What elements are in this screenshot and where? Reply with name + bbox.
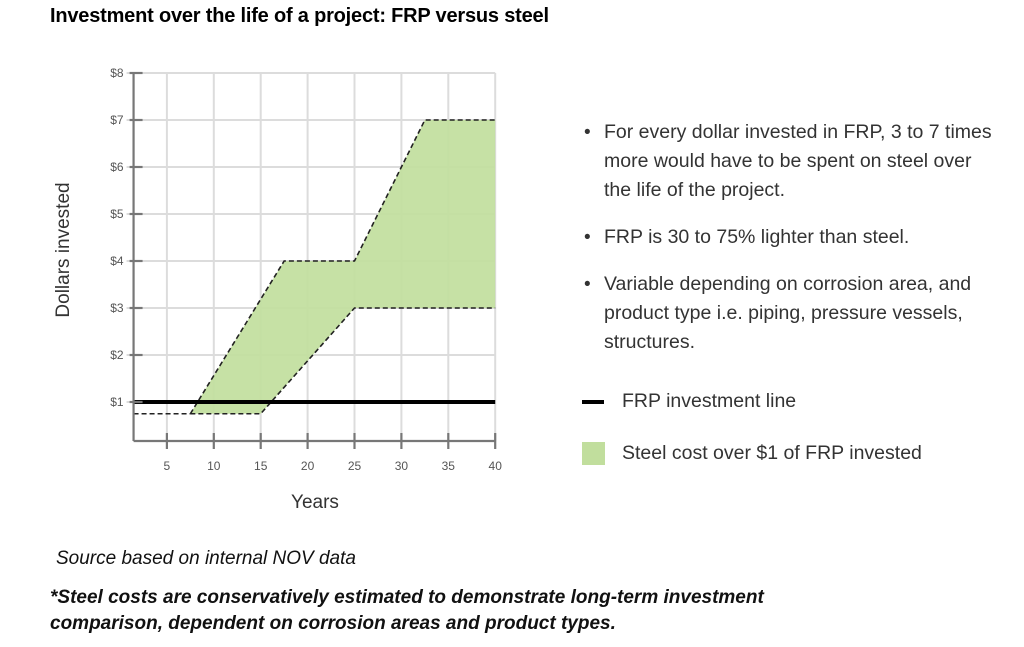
y-tick-label: $1 — [110, 395, 124, 409]
y-tick-label: $2 — [110, 348, 124, 362]
bullet-icon: • — [584, 227, 591, 248]
x-tick-label: 25 — [348, 459, 362, 473]
steel-cost-band — [190, 120, 496, 414]
x-axis-label: Years — [291, 492, 339, 513]
bullet-text: For every dollar invested in FRP, 3 to 7… — [604, 121, 992, 201]
bullet-icon: • — [584, 122, 591, 143]
steel-upper-bound-line — [189, 119, 496, 415]
bullet-item: • FRP is 30 to 75% lighter than steel. — [582, 223, 1002, 252]
y-tick-label: $6 — [110, 160, 124, 174]
legend-swatch-icon — [582, 442, 605, 465]
x-tick-label: 20 — [301, 459, 315, 473]
y-tick-label: $3 — [110, 301, 124, 315]
steel-lower-bound-line — [190, 307, 496, 415]
y-axis-label-wrap: Dollars invested — [44, 160, 84, 340]
x-tick-label: 30 — [395, 459, 409, 473]
legend-line-icon — [582, 399, 604, 404]
legend-label: FRP investment line — [622, 390, 797, 412]
y-tick-label: $8 — [110, 66, 124, 80]
bullet-text: Variable depending on corrosion area, an… — [604, 273, 972, 353]
bullet-item: • For every dollar invested in FRP, 3 to … — [582, 118, 1002, 205]
x-tick-label: 35 — [442, 459, 456, 473]
y-tick-label: $7 — [110, 113, 124, 127]
y-tick-label: $4 — [110, 254, 124, 268]
bullet-icon: • — [584, 274, 591, 295]
x-tick-label: 10 — [207, 459, 221, 473]
footnote: *Steel costs are conservatively estimate… — [50, 587, 764, 634]
chart-title: Investment over the life of a project: F… — [50, 5, 549, 27]
x-tick-label: 15 — [254, 459, 268, 473]
y-axis-label: Dollars invested — [53, 182, 74, 318]
x-tick-label: 40 — [489, 459, 503, 473]
y-tick-label: $5 — [110, 207, 124, 221]
source-caption: Source based on internal NOV data — [56, 548, 356, 569]
bullet-item: • Variable depending on corrosion area, a… — [582, 270, 1002, 357]
legend-item-frp-line: FRP investment line — [582, 390, 796, 413]
key-points-list: • For every dollar invested in FRP, 3 to … — [582, 118, 1002, 375]
bullet-text: FRP is 30 to 75% lighter than steel. — [604, 226, 910, 248]
x-tick-label: 5 — [164, 459, 171, 473]
legend-item-steel-area: Steel cost over $1 of FRP invested — [582, 442, 922, 465]
legend-label: Steel cost over $1 of FRP invested — [622, 442, 922, 464]
